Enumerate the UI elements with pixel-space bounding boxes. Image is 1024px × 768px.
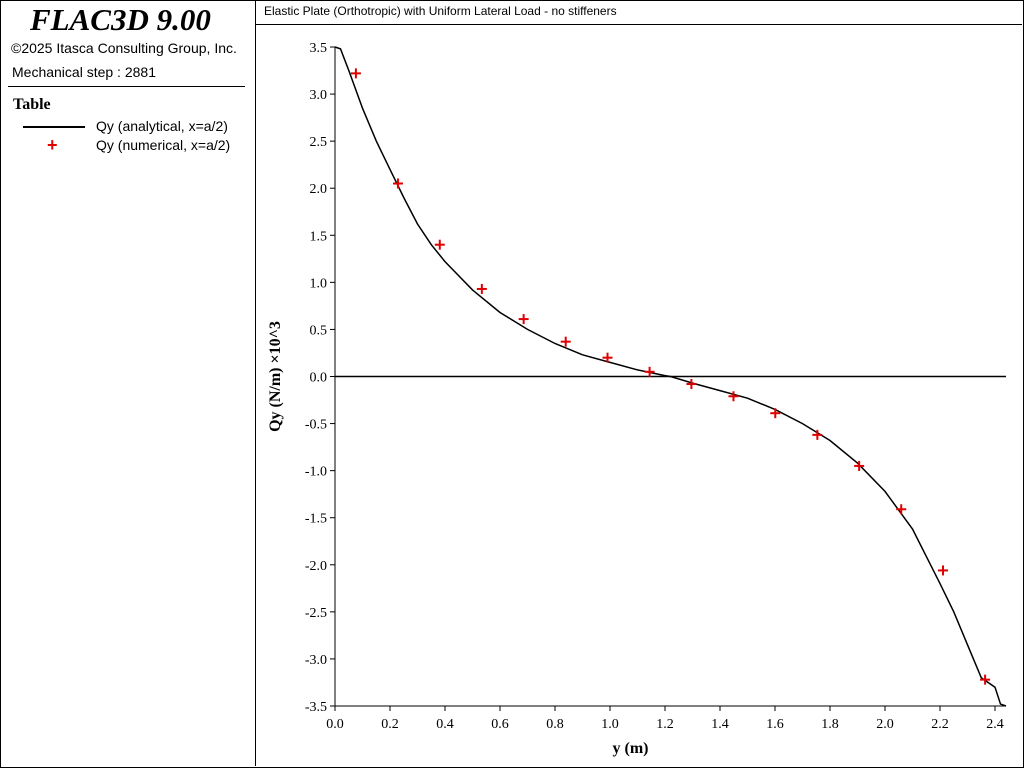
axes-group: 3.5 3.0 2.5 2.0 1.5 1.0 0.5 0.0 -0.5 -1.0 -1.5 -2.0… [305, 41, 1006, 732]
y-tick-label: -0.5 [305, 418, 327, 433]
chart-title: Elastic Plate (Orthotropic) with Uniform… [264, 4, 617, 18]
data-point-numerical [434, 239, 445, 250]
x-tick-label: 0.0 [326, 717, 344, 732]
data-point-numerical [392, 178, 403, 189]
data-point-numerical [644, 366, 655, 377]
y-axis-label: Qy (N/m) ×10^3 [267, 321, 284, 432]
data-point-numerical [560, 336, 571, 347]
x-tick-label: 0.8 [546, 717, 564, 732]
data-point-numerical [938, 565, 949, 576]
y-tick-label: 0.0 [310, 371, 328, 386]
y-tick-label: 3.0 [310, 88, 328, 103]
legend-heading: Table [13, 96, 51, 113]
data-point-numerical [728, 391, 739, 402]
x-tick-label: 2.2 [931, 717, 949, 732]
data-point-numerical [518, 314, 529, 325]
chart-title-bar: Elastic Plate (Orthotropic) with Uniform… [256, 0, 1022, 25]
chart-canvas: 3.5 3.0 2.5 2.0 1.5 1.0 0.5 0.0 -0.5 -1.0 -1.5 -2.0… [267, 41, 1007, 757]
data-point-numerical [602, 352, 613, 363]
y-tick-label: 0.5 [310, 323, 328, 338]
y-tick-label: 3.5 [310, 41, 328, 56]
y-tick-label: -3.0 [305, 653, 327, 668]
data-point-numerical [350, 68, 361, 79]
data-point-numerical [854, 460, 865, 471]
app-title: FLAC3D 9.00 [30, 2, 211, 37]
data-point-numerical [896, 504, 907, 515]
y-tick-label: 2.0 [310, 182, 328, 197]
copyright-text: ©2025 Itasca Consulting Group, Inc. [11, 40, 237, 56]
x-tick-label: 2.0 [876, 717, 894, 732]
marks-group [334, 46, 1007, 707]
y-tick-label: 1.0 [310, 276, 328, 291]
x-tick-label: 1.2 [656, 717, 674, 732]
x-tick-label: 1.8 [821, 717, 839, 732]
y-tick-label: -1.5 [305, 512, 327, 527]
x-tick-label: 1.0 [601, 717, 619, 732]
y-tick-label: -1.0 [305, 465, 327, 480]
data-point-numerical [770, 408, 781, 419]
x-axis-label: y (m) [613, 740, 649, 757]
divider [8, 86, 245, 87]
y-tick-label: 2.5 [310, 135, 328, 150]
x-tick-label: 1.6 [766, 717, 784, 732]
data-point-numerical [686, 379, 697, 390]
data-point-numerical [476, 283, 487, 294]
series-line-analytical [334, 46, 1007, 707]
data-point-numerical [812, 429, 823, 440]
legend-item-analytical: Qy (analytical, x=a/2) [96, 118, 228, 134]
mechanical-step-text: Mechanical step : 2881 [12, 64, 156, 80]
legend-item-numerical: Qy (numerical, x=a/2) [96, 137, 231, 153]
x-tick-label: 0.6 [491, 717, 509, 732]
x-tick-label: 0.2 [381, 717, 399, 732]
data-point-numerical [980, 674, 991, 685]
legend-plus-icon: + [47, 135, 58, 155]
y-tick-label: -3.5 [305, 700, 327, 715]
x-tick-label: 0.4 [436, 717, 454, 732]
y-tick-label: 1.5 [310, 229, 328, 244]
legend-line-icon [23, 126, 85, 128]
x-tick-label: 2.4 [986, 717, 1004, 732]
y-tick-label: -2.5 [305, 606, 327, 621]
y-tick-label: -2.0 [305, 559, 327, 574]
x-tick-label: 1.4 [711, 717, 729, 732]
legend-panel: FLAC3D 9.00 ©2025 Itasca Consulting Grou… [0, 0, 256, 766]
